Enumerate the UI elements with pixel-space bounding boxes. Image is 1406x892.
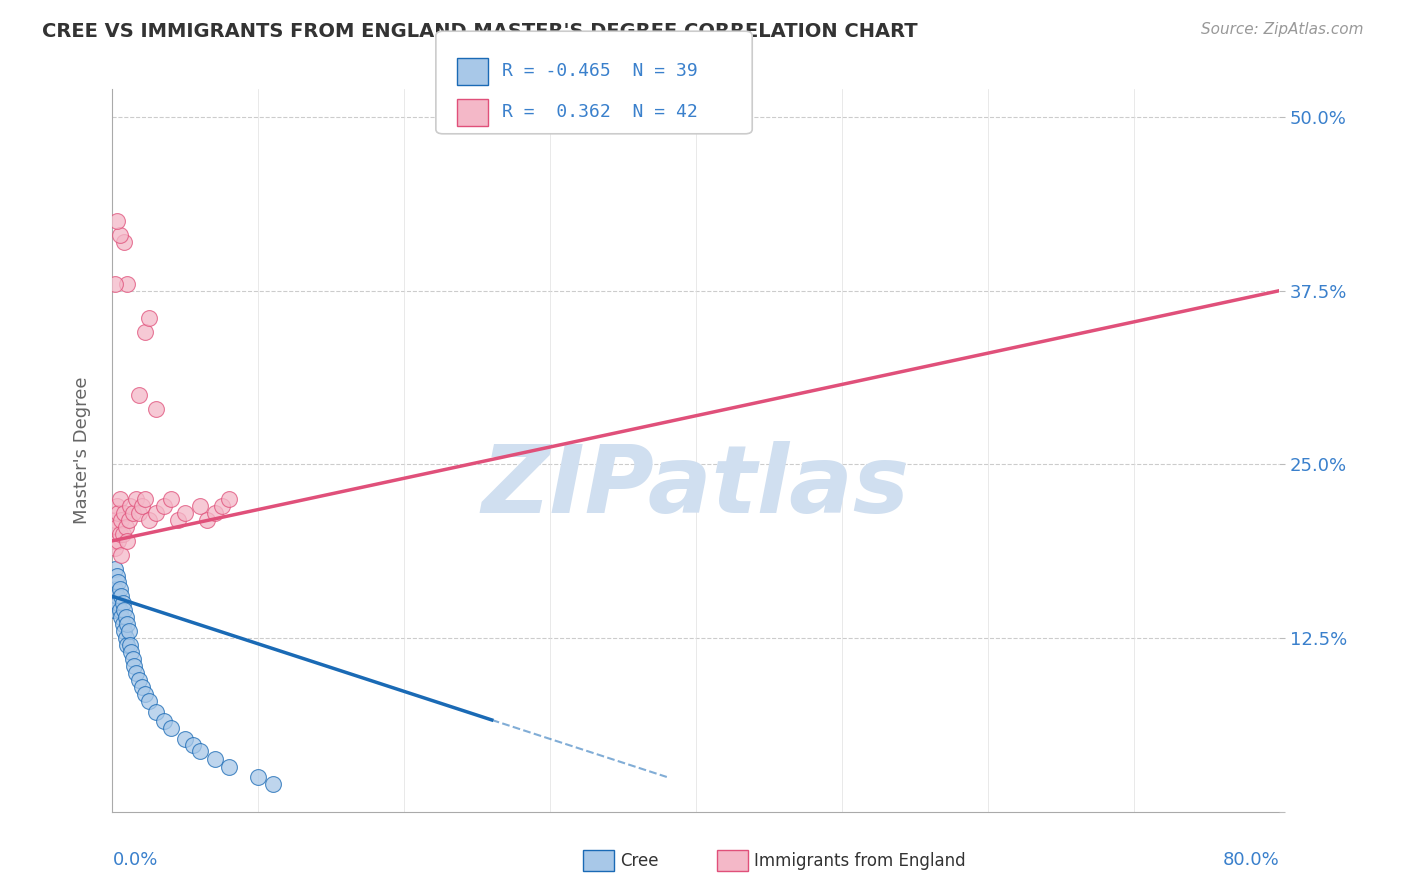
Point xyxy=(122,506,145,520)
Point xyxy=(105,214,128,228)
Point xyxy=(204,506,226,520)
Point xyxy=(125,492,148,507)
Point xyxy=(111,617,134,632)
Point xyxy=(160,722,183,736)
Point xyxy=(110,610,132,624)
Point xyxy=(174,506,197,520)
Point xyxy=(174,732,197,747)
Point xyxy=(262,777,284,791)
Point xyxy=(114,520,136,534)
Point xyxy=(105,520,128,534)
Point xyxy=(118,638,141,652)
Point xyxy=(145,401,167,416)
Point xyxy=(124,658,146,673)
Text: 0.0%: 0.0% xyxy=(112,852,157,870)
Point xyxy=(111,526,134,541)
Point xyxy=(131,680,153,694)
Point xyxy=(128,506,150,520)
Point xyxy=(188,743,211,757)
Point xyxy=(104,582,127,597)
Point xyxy=(134,492,156,507)
Point xyxy=(118,499,141,513)
Point xyxy=(138,513,160,527)
Point xyxy=(114,631,136,645)
Point xyxy=(107,533,129,548)
Point xyxy=(120,645,142,659)
Point xyxy=(125,665,148,680)
Point xyxy=(105,499,128,513)
Point xyxy=(115,617,138,632)
Point xyxy=(145,506,167,520)
Text: Immigrants from England: Immigrants from England xyxy=(754,852,966,870)
Point xyxy=(152,714,174,729)
Point xyxy=(108,492,131,507)
Point xyxy=(115,638,138,652)
Point xyxy=(104,277,127,291)
Point xyxy=(112,603,135,617)
Point xyxy=(104,561,127,575)
Point xyxy=(247,770,270,784)
Point xyxy=(111,596,134,610)
Point xyxy=(218,492,240,507)
Point xyxy=(218,760,240,774)
Point xyxy=(108,228,131,243)
Point xyxy=(195,513,218,527)
Point xyxy=(115,533,138,548)
Point xyxy=(105,568,128,582)
Point xyxy=(110,513,132,527)
Point xyxy=(110,590,132,604)
Point xyxy=(128,388,150,402)
Point xyxy=(117,624,139,639)
Point xyxy=(188,499,211,513)
Point xyxy=(145,705,167,719)
Text: Source: ZipAtlas.com: Source: ZipAtlas.com xyxy=(1201,22,1364,37)
Point xyxy=(108,603,131,617)
Point xyxy=(134,687,156,701)
Point xyxy=(103,533,125,548)
Point xyxy=(138,311,160,326)
Point xyxy=(167,513,190,527)
Point xyxy=(110,548,132,562)
Point xyxy=(112,624,135,639)
Point xyxy=(114,610,136,624)
Point xyxy=(112,235,135,249)
Point xyxy=(131,499,153,513)
Text: R =  0.362  N = 42: R = 0.362 N = 42 xyxy=(502,103,697,121)
Point xyxy=(117,513,139,527)
Point xyxy=(112,506,135,520)
Point xyxy=(104,541,127,555)
Point xyxy=(108,582,131,597)
Text: ZIPatlas: ZIPatlas xyxy=(482,441,910,533)
Text: Cree: Cree xyxy=(620,852,658,870)
Text: 80.0%: 80.0% xyxy=(1223,852,1279,870)
Point xyxy=(104,513,127,527)
Point xyxy=(122,652,145,666)
Point xyxy=(105,590,128,604)
Text: R = -0.465  N = 39: R = -0.465 N = 39 xyxy=(502,62,697,80)
Point xyxy=(134,326,156,340)
Point xyxy=(204,752,226,766)
Point xyxy=(160,492,183,507)
Point xyxy=(108,526,131,541)
Point xyxy=(152,499,174,513)
Point xyxy=(115,277,138,291)
Point xyxy=(107,575,129,590)
Point xyxy=(128,673,150,687)
Y-axis label: Master's Degree: Master's Degree xyxy=(73,376,91,524)
Text: CREE VS IMMIGRANTS FROM ENGLAND MASTER'S DEGREE CORRELATION CHART: CREE VS IMMIGRANTS FROM ENGLAND MASTER'S… xyxy=(42,22,918,41)
Point xyxy=(138,693,160,707)
Point xyxy=(107,506,129,520)
Point xyxy=(107,596,129,610)
Point xyxy=(103,603,125,617)
Point xyxy=(181,738,204,752)
Point xyxy=(211,499,233,513)
